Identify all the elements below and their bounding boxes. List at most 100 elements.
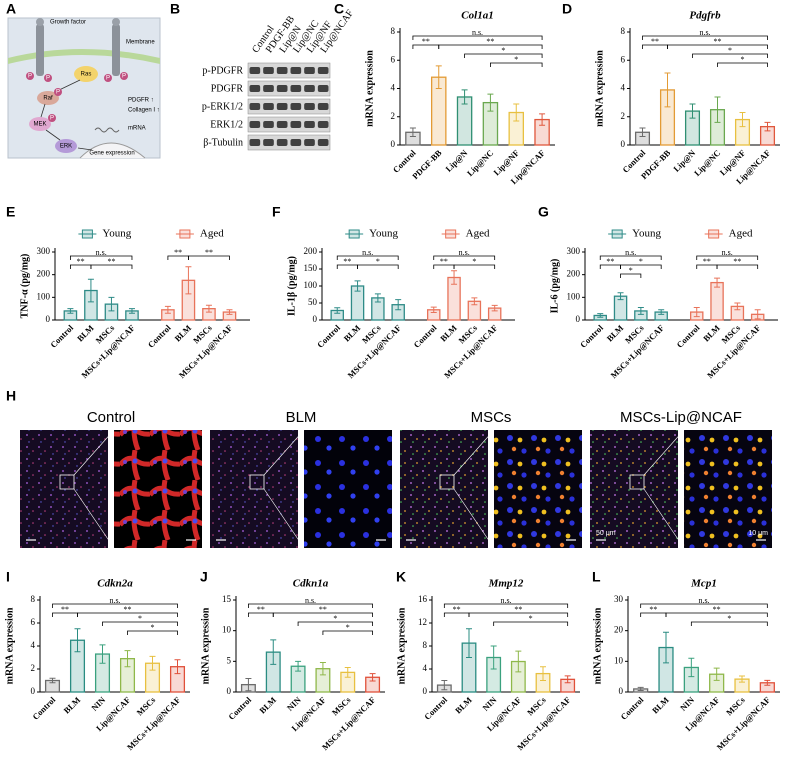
zoom-box bbox=[249, 474, 265, 490]
blot-strip bbox=[247, 80, 331, 97]
error-bar bbox=[441, 680, 448, 691]
significance-label: ** bbox=[714, 37, 722, 46]
significance-bracket bbox=[412, 35, 543, 40]
significance-label: ** bbox=[453, 605, 461, 614]
error-bar bbox=[74, 628, 81, 653]
significance-label: ** bbox=[703, 257, 711, 266]
error-bar bbox=[319, 662, 326, 676]
x-tick-label: MSCs bbox=[330, 694, 353, 717]
x-tick-label: BLM bbox=[701, 323, 722, 344]
phospho-label: P bbox=[28, 74, 32, 80]
y-tick-label: 200 bbox=[37, 269, 51, 279]
y-tick-label: 2 bbox=[621, 111, 626, 121]
image-title: BLM bbox=[286, 409, 317, 426]
error-bar bbox=[617, 292, 624, 301]
error-bar bbox=[639, 127, 646, 138]
significance-label: * bbox=[376, 257, 380, 266]
error-bar bbox=[354, 280, 361, 292]
zoom-image bbox=[684, 430, 772, 548]
significance-bracket bbox=[642, 35, 768, 40]
band bbox=[276, 85, 288, 92]
panel-letter: K bbox=[396, 569, 406, 585]
error-bar bbox=[245, 678, 252, 692]
error-bar bbox=[491, 304, 498, 312]
label: Raf bbox=[43, 96, 53, 102]
significance-label: n.s. bbox=[500, 596, 511, 605]
y-tick-label: 0 bbox=[576, 314, 581, 324]
y-tick-label: 150 bbox=[304, 263, 318, 273]
y-axis-label: TNF-α (pg/mg) bbox=[19, 254, 30, 319]
band bbox=[276, 121, 288, 128]
significance-bracket bbox=[433, 255, 496, 260]
zoom-box bbox=[439, 474, 455, 490]
error-bar bbox=[764, 679, 771, 686]
y-tick-label: 8 bbox=[621, 26, 626, 36]
band bbox=[317, 121, 329, 128]
significance-bracket bbox=[127, 630, 178, 635]
band bbox=[290, 121, 302, 128]
y-tick-label: 100 bbox=[37, 291, 51, 301]
label: ERK bbox=[60, 144, 72, 150]
blot-strip bbox=[247, 98, 331, 115]
blot-strip bbox=[247, 134, 331, 151]
significance-bracket bbox=[620, 273, 642, 278]
y-tick-label: 12 bbox=[418, 617, 427, 627]
error-bar bbox=[205, 304, 212, 313]
significance-label: ** bbox=[343, 257, 351, 266]
x-tick-label: NIN bbox=[480, 694, 499, 713]
y-tick-label: 6 bbox=[31, 617, 36, 627]
error-bar bbox=[689, 103, 696, 119]
y-tick-label: 8 bbox=[31, 594, 36, 604]
band bbox=[249, 103, 261, 110]
error-bar bbox=[164, 305, 171, 314]
chart-title: Mcp1 bbox=[690, 578, 717, 590]
significance-label: n.s. bbox=[472, 28, 483, 37]
y-tick-label: 0 bbox=[621, 139, 626, 149]
y-tick-label: 5 bbox=[227, 655, 232, 665]
significance-bracket bbox=[90, 264, 133, 269]
protein-label: p-PDGFR bbox=[202, 65, 243, 76]
panel-letter: E bbox=[6, 204, 15, 220]
chart-title: Col1a1 bbox=[461, 10, 493, 22]
error-bar bbox=[49, 677, 56, 684]
y-tick-label: 200 bbox=[567, 269, 581, 279]
error-bar bbox=[461, 89, 468, 105]
y-tick-label: 10 bbox=[614, 655, 624, 665]
x-tick-label: BLM bbox=[438, 323, 459, 344]
significance-bracket bbox=[716, 264, 759, 269]
significance-label: * bbox=[728, 46, 732, 55]
y-tick-label: 0 bbox=[313, 314, 318, 324]
panel-letter: F bbox=[272, 204, 281, 220]
panel-letter: C bbox=[334, 1, 344, 17]
image-title: MSCs bbox=[471, 409, 512, 426]
phospho-label: P bbox=[122, 74, 126, 80]
error-bar bbox=[409, 127, 416, 138]
y-tick-label: 8 bbox=[391, 26, 396, 36]
band bbox=[249, 67, 261, 74]
band bbox=[304, 103, 315, 110]
y-tick-label: 0 bbox=[46, 314, 51, 324]
significance-bracket bbox=[717, 62, 768, 67]
significance-label: ** bbox=[733, 257, 741, 266]
significance-bracket bbox=[490, 62, 543, 67]
significance-label: * bbox=[333, 614, 337, 623]
zoom-box bbox=[59, 474, 75, 490]
significance-label: * bbox=[501, 46, 505, 55]
legend-swatch bbox=[611, 229, 623, 239]
chart: J Cdkn1a mRNA expression 0 5 10 15 Control BLM NI… bbox=[200, 569, 385, 752]
chart: I Cdkn2a mRNA expression 0 2 4 6 8 Control BLM NIN… bbox=[4, 569, 190, 752]
y-axis-label: mRNA expression bbox=[364, 50, 375, 127]
phospho-label: P bbox=[106, 76, 110, 82]
phospho-label: P bbox=[56, 90, 60, 96]
band bbox=[249, 121, 261, 128]
node bbox=[29, 117, 51, 131]
significance-label: n.s. bbox=[96, 248, 107, 257]
error-bar bbox=[149, 655, 156, 671]
legend-swatch bbox=[708, 229, 720, 239]
chart: K Mmp12 mRNA expression 0 4 8 12 16 Control BLM NI… bbox=[396, 569, 580, 752]
significance-bracket bbox=[620, 264, 662, 269]
significance-label: ** bbox=[713, 605, 721, 614]
significance-bracket bbox=[443, 603, 569, 608]
